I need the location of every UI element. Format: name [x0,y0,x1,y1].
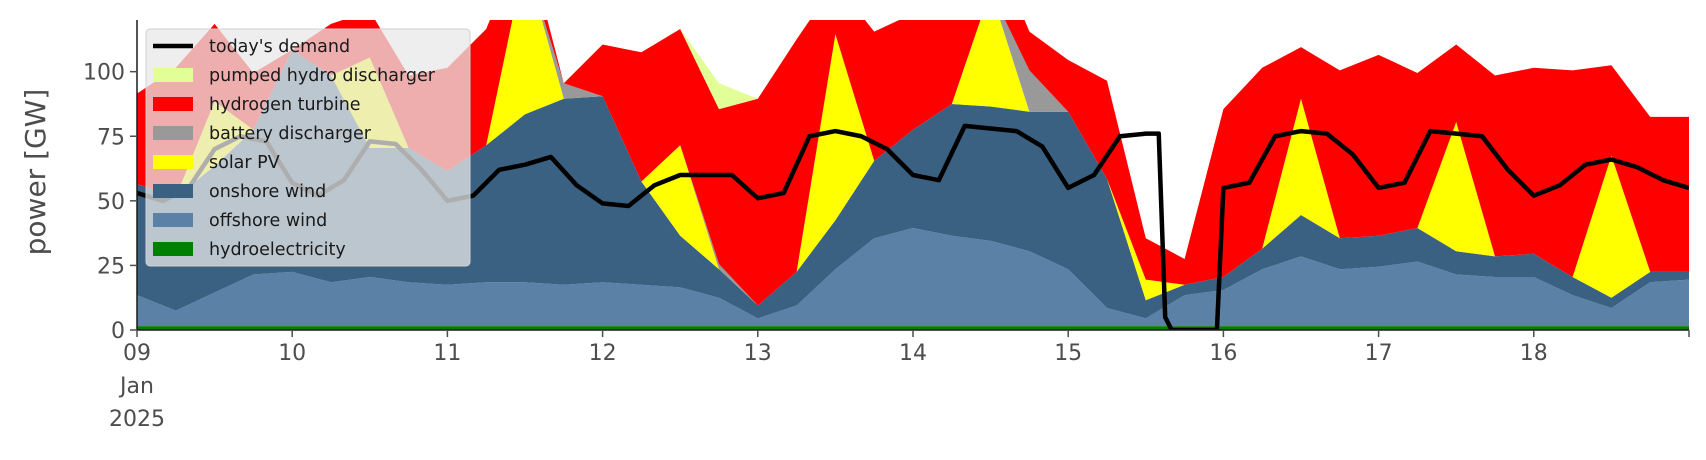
y-tick-label: 100 [83,61,125,86]
x-axis-ticks: 09 Jan 2025 10 11 12 13 14 15 16 17 18 [109,330,1690,432]
legend-label-onshore-wind: onshore wind [209,182,326,202]
legend-label-pumped-hydro-discharger: pumped hydro discharger [209,66,436,86]
area-hydrogen-turbine [137,20,1689,306]
x-tick-label: 13 [744,341,772,366]
x-tick-label: 17 [1365,341,1393,366]
legend-box [145,28,471,267]
legend: today's demand pumped hydro discharger hyd… [145,28,471,267]
legend-label-battery-discharger: battery discharger [209,124,372,144]
area-hydroelectricity [137,326,1689,330]
legend-swatch-onshore-wind [153,184,193,198]
y-tick-label: 50 [97,190,125,215]
legend-swatch-offshore-wind [153,213,193,227]
area-onshore-wind [137,49,1689,319]
x-tick-label: 18 [1520,341,1548,366]
x-tick-sublabel-month: Jan [118,374,154,399]
y-tick-label: 0 [111,319,125,344]
x-tick-label: 16 [1209,341,1237,366]
y-axis-label: power [GW] [19,89,52,256]
x-tick-label: 11 [433,341,461,366]
y-axis-ticks: 0 25 50 75 100 [83,61,137,344]
x-tick-label: 14 [899,341,927,366]
x-tick-label: 10 [278,341,306,366]
area-offshore-wind [137,227,1689,327]
legend-label-offshore-wind: offshore wind [209,211,327,231]
legend-label-today-s-demand: today's demand [209,37,350,57]
y-tick-label: 25 [97,254,125,279]
y-tick-label: 75 [97,125,125,150]
x-tick-sublabel-year: 2025 [109,407,165,432]
x-tick-label: 09 [123,341,151,366]
legend-label-hydroelectricity: hydroelectricity [209,240,346,260]
stacked-area-layer [137,20,1689,330]
x-tick-label: 12 [589,341,617,366]
legend-swatch-pumped-hydro-discharger [153,68,193,82]
legend-swatch-hydroelectricity [153,242,193,256]
legend-swatch-hydrogen-turbine [153,97,193,111]
legend-label-hydrogen-turbine: hydrogen turbine [209,95,361,115]
legend-label-solar-pv: solar PV [209,153,280,173]
legend-swatch-battery-discharger [153,126,193,140]
legend-swatch-solar-pv [153,155,193,169]
x-tick-label: 15 [1054,341,1082,366]
area-solar-pv [137,20,1689,306]
